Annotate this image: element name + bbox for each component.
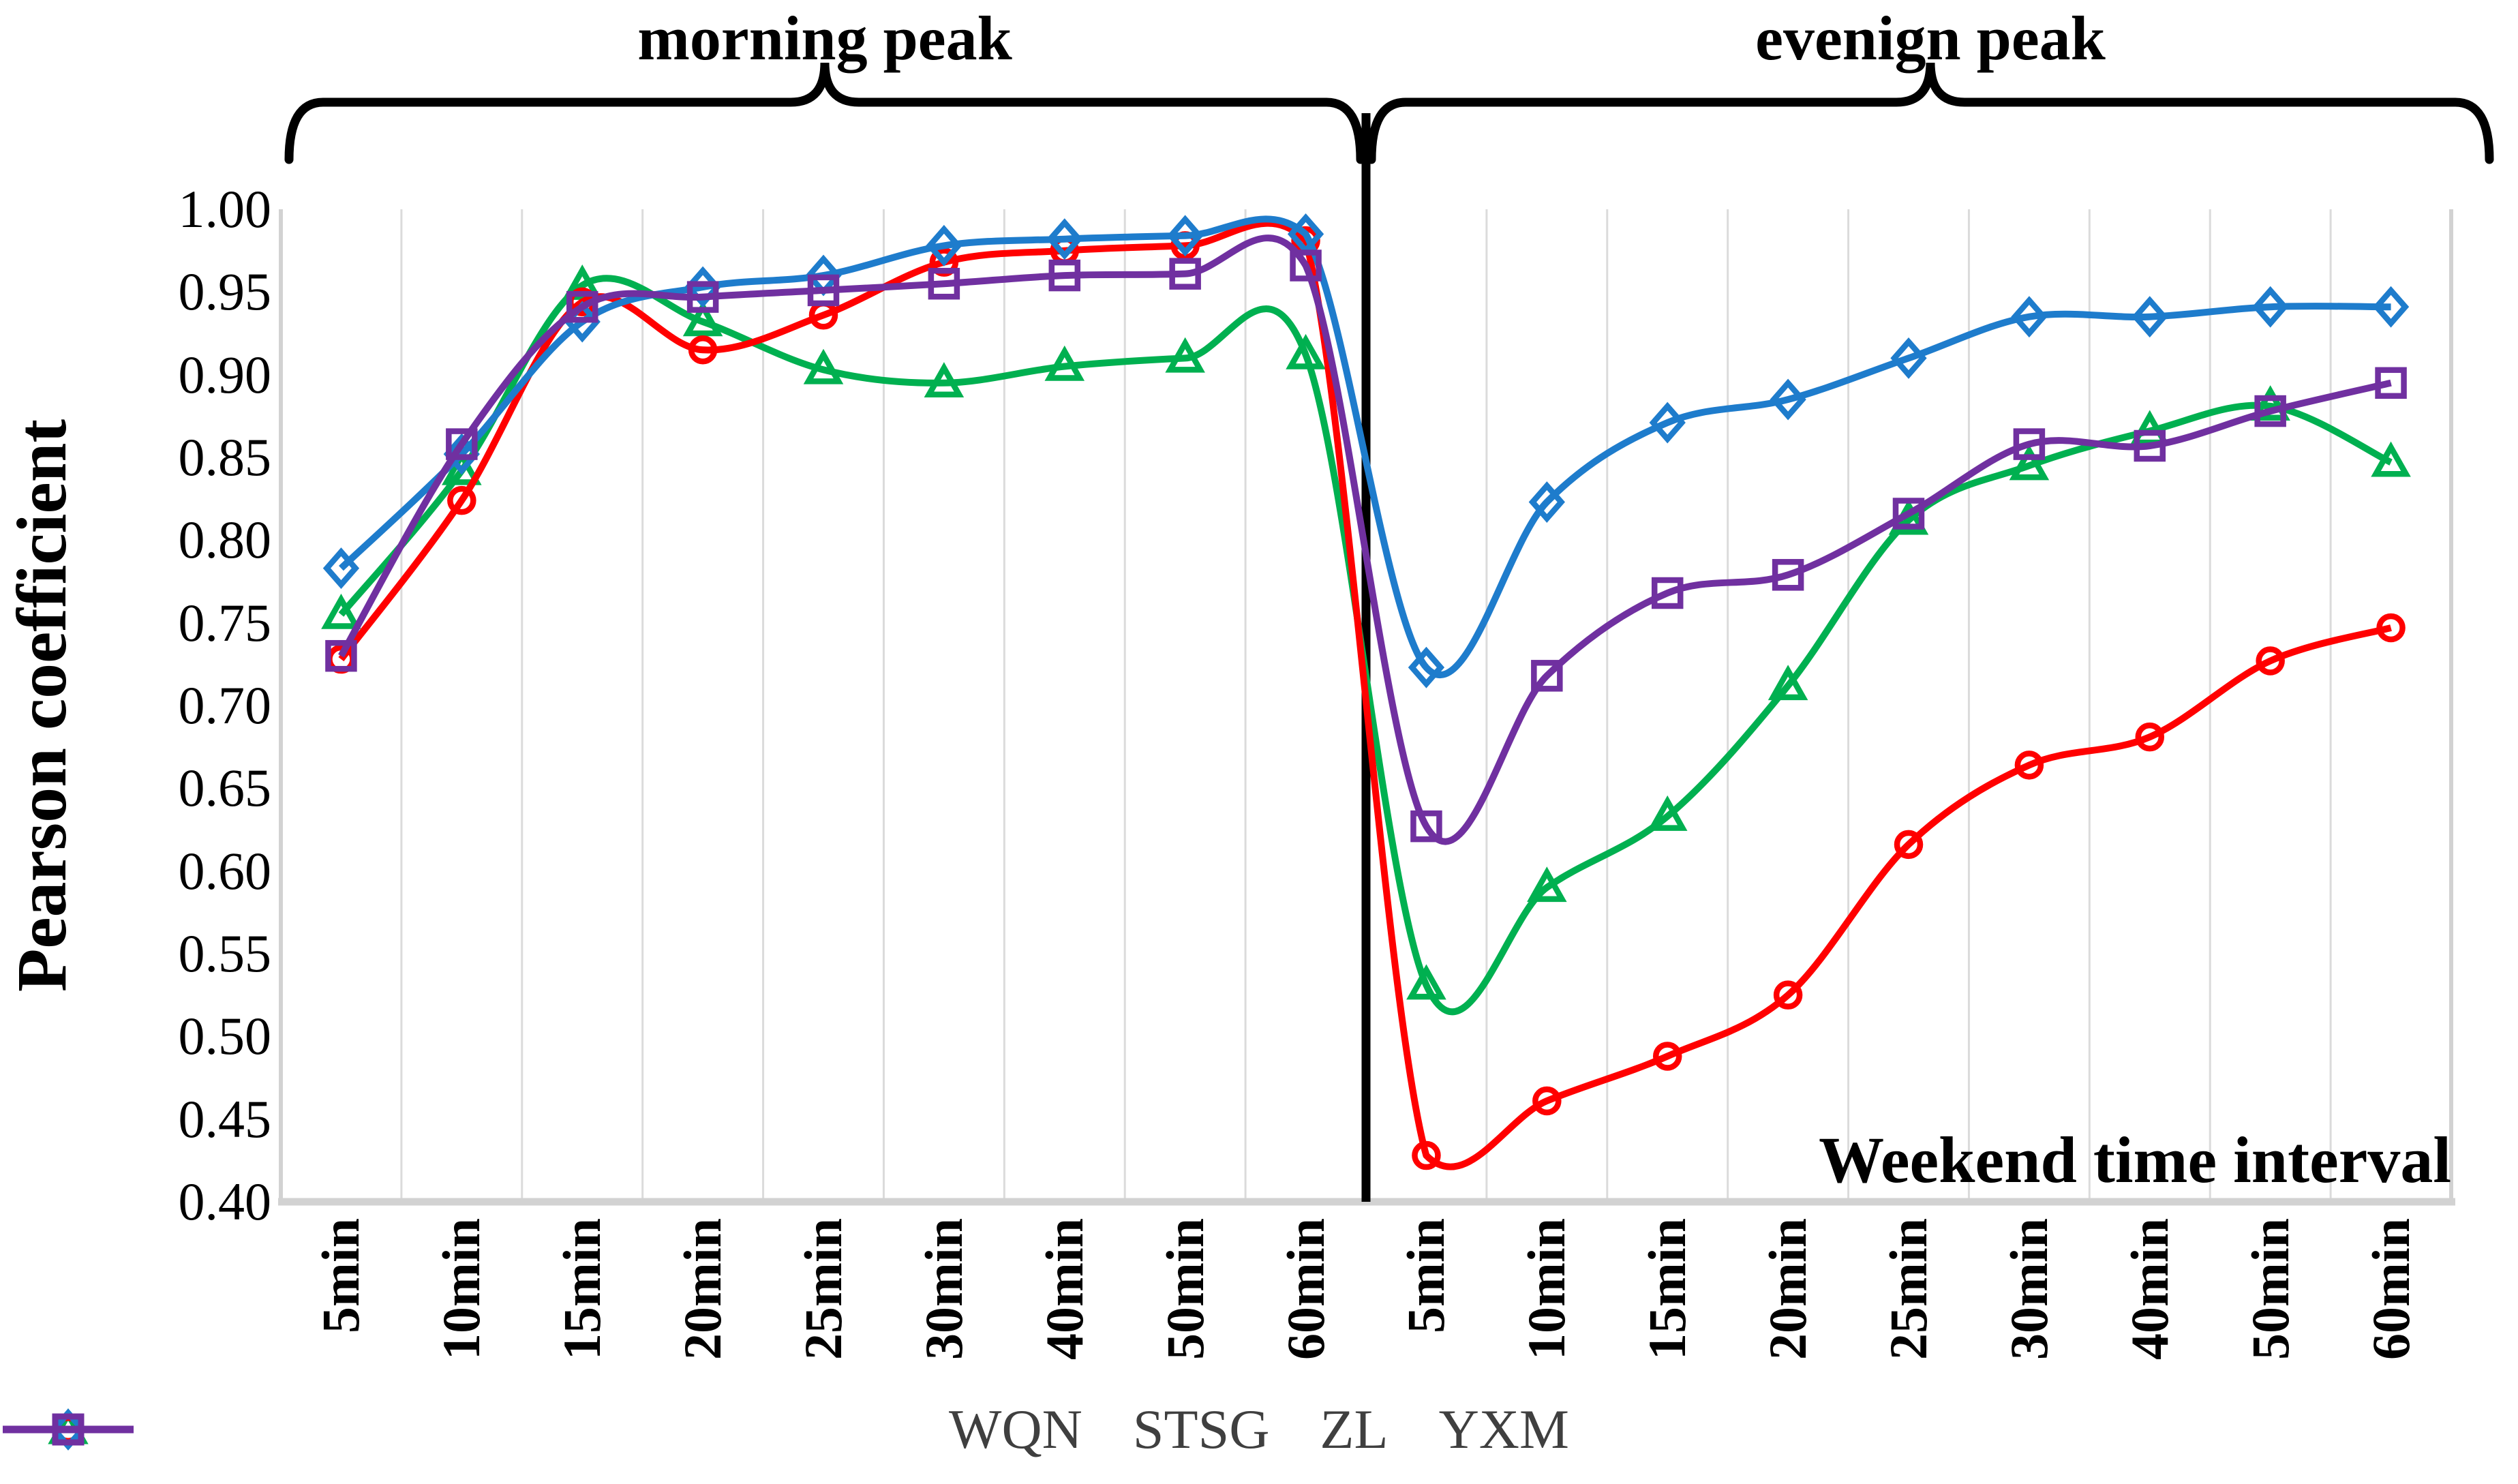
evening-peak-label: evenign peak	[1755, 3, 2106, 73]
legend-item-wqn: WQN	[3, 1398, 1082, 1460]
series-line-wqn	[338, 275, 2393, 1016]
x-axis-tick-label: 50min	[2241, 1218, 2300, 1361]
x-axis-tick-label: 20min	[673, 1218, 732, 1361]
y-axis-tick-label: 0.70	[178, 676, 272, 735]
x-axis-tick-label: 5min	[311, 1218, 370, 1334]
y-axis-tick-label: 0.55	[178, 924, 272, 983]
x-axis-tick-label: 25min	[793, 1218, 853, 1361]
legend-item-yxm: YXM	[3, 1398, 1569, 1460]
series-line-yxm	[338, 234, 2392, 845]
x-axis-tick-label: 40min	[2120, 1218, 2179, 1361]
y-axis-tick-label: 0.45	[178, 1089, 272, 1149]
x-axis-tick-label: 60min	[1276, 1218, 1335, 1361]
legend-item-stsg: STSG	[3, 1398, 1270, 1460]
x-axis-tick-label: 30min	[914, 1218, 973, 1361]
x-axis-tick-label: 5min	[1396, 1218, 1455, 1334]
x-axis-tick-label: 50min	[1155, 1218, 1215, 1361]
series-line-stsg	[338, 219, 2392, 1170]
legend-item-label: YXM	[1438, 1398, 1569, 1460]
legend-item-label: WQN	[949, 1398, 1082, 1460]
square-marker-icon	[3, 1413, 134, 1446]
x-axis-tick-label: 15min	[552, 1218, 611, 1361]
x-axis-tick-label: 15min	[1637, 1218, 1697, 1361]
legend-item-label: ZL	[1320, 1398, 1389, 1460]
y-axis-tick-label: 0.50	[178, 1006, 272, 1065]
legend-item-zl: ZL	[3, 1398, 1389, 1460]
y-axis-title: Pearson coefficient	[3, 419, 81, 993]
x-axis-tick-label: 30min	[1999, 1218, 2059, 1361]
y-axis-tick-label: 0.75	[178, 593, 272, 652]
x-axis-tick-label: 60min	[2361, 1218, 2421, 1361]
y-axis-tick-label: 0.80	[178, 510, 272, 569]
x-axis-tick-label: 10min	[1517, 1218, 1576, 1361]
y-axis-tick-label: 0.85	[178, 427, 272, 487]
x-axis-title: Weekend time interval	[1819, 1123, 2451, 1196]
x-axis-tick-label: 20min	[1758, 1218, 1817, 1361]
legend-item-label: STSG	[1132, 1398, 1270, 1460]
y-axis-tick-label: 1.00	[178, 179, 272, 239]
x-axis-tick-label: 25min	[1879, 1218, 1938, 1361]
y-axis-tick-label: 0.65	[178, 758, 272, 817]
y-axis-tick-label: 0.40	[178, 1172, 272, 1231]
chart-legend: WQN STSG ZL YXM	[0, 1399, 2518, 1460]
y-axis-tick-label: 0.90	[178, 345, 272, 404]
x-axis-tick-label: 40min	[1035, 1218, 1094, 1361]
y-axis-tick-label: 0.60	[178, 841, 272, 900]
series-line-zl	[339, 215, 2391, 678]
y-axis-tick-label: 0.95	[178, 262, 272, 321]
morning-peak-label: morning peak	[637, 3, 1012, 73]
x-axis-tick-label: 10min	[431, 1218, 491, 1361]
